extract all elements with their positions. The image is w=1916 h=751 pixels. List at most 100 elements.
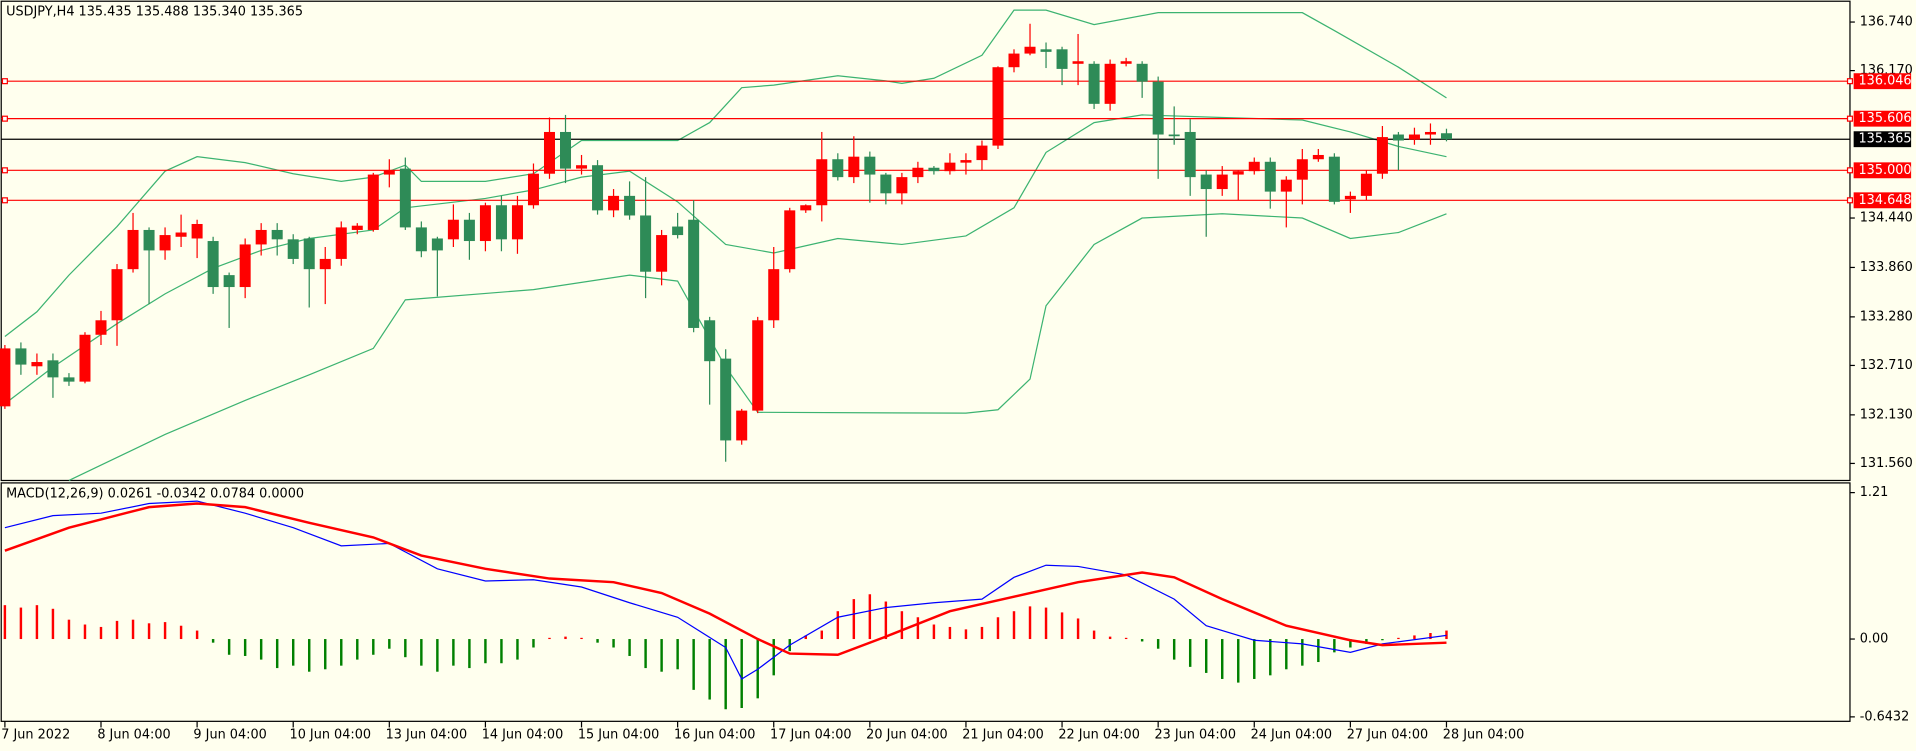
y-tick-label: 136.740 bbox=[1860, 15, 1913, 30]
candle-body bbox=[111, 269, 123, 321]
level-marker bbox=[1, 115, 8, 122]
candle-body bbox=[47, 360, 59, 378]
candle-body bbox=[191, 223, 203, 239]
x-tick-label: 13 Jun 04:00 bbox=[386, 727, 468, 742]
candle-body bbox=[1104, 63, 1116, 104]
x-tick-label: 9 Jun 04:00 bbox=[193, 727, 266, 742]
candle-body bbox=[335, 227, 347, 259]
level-marker bbox=[1846, 78, 1854, 85]
level-label: 135.606 bbox=[1859, 111, 1912, 126]
candle-body bbox=[928, 167, 940, 172]
candle-body bbox=[287, 239, 299, 259]
macd-panel bbox=[0, 482, 1851, 722]
candle-body bbox=[367, 174, 379, 230]
x-tick-label: 23 Jun 04:00 bbox=[1154, 727, 1236, 742]
candle-body bbox=[944, 162, 956, 172]
candle-body bbox=[1040, 49, 1052, 52]
y-tick-label: 0.00 bbox=[1860, 632, 1889, 647]
candle-body bbox=[1408, 134, 1420, 140]
y-tick-label: 1.21 bbox=[1860, 485, 1889, 500]
band-line bbox=[68, 213, 1447, 482]
candle-body bbox=[543, 131, 555, 174]
candle-body bbox=[848, 156, 860, 178]
candle-body bbox=[560, 131, 572, 169]
candle-body bbox=[768, 269, 780, 321]
level-label-bg bbox=[1853, 192, 1912, 209]
candle-body bbox=[736, 410, 748, 441]
candle-body bbox=[0, 348, 11, 407]
level-marker bbox=[1, 197, 8, 204]
candle-body bbox=[912, 167, 924, 178]
y-tick-label: 132.710 bbox=[1860, 358, 1913, 373]
candle-body bbox=[351, 225, 363, 230]
candle-body bbox=[1376, 137, 1388, 174]
candle-body bbox=[1008, 53, 1020, 68]
candle-body bbox=[143, 229, 155, 251]
candle-body bbox=[463, 219, 475, 242]
candle-body bbox=[1072, 61, 1084, 64]
candle-body bbox=[1312, 154, 1324, 160]
x-tick-label: 20 Jun 04:00 bbox=[866, 727, 948, 742]
candle-body bbox=[1136, 63, 1148, 82]
candle-body bbox=[415, 227, 427, 252]
x-tick-label: 15 Jun 04:00 bbox=[578, 727, 660, 742]
candle-body bbox=[1392, 134, 1404, 141]
candle-body bbox=[800, 205, 812, 211]
x-tick-label: 27 Jun 04:00 bbox=[1347, 727, 1429, 742]
candle-body bbox=[319, 258, 331, 270]
candle-body bbox=[1184, 131, 1196, 178]
level-marker bbox=[1846, 115, 1854, 122]
level-label: 135.365 bbox=[1859, 132, 1912, 147]
candle-body bbox=[704, 320, 716, 362]
candle-body bbox=[1296, 159, 1308, 180]
candle-body bbox=[399, 168, 411, 228]
candle-body bbox=[592, 165, 604, 211]
candle-body bbox=[63, 377, 75, 382]
candle-body bbox=[1328, 156, 1340, 202]
level-label: 134.648 bbox=[1859, 193, 1912, 208]
candle-body bbox=[896, 177, 908, 194]
level-label: 135.000 bbox=[1859, 163, 1912, 178]
candle-body bbox=[832, 159, 844, 178]
candle-body bbox=[271, 229, 283, 240]
level-label-bg bbox=[1853, 162, 1912, 179]
candle-body bbox=[255, 229, 267, 245]
level-label: 136.046 bbox=[1859, 74, 1912, 89]
candle-body bbox=[1168, 134, 1180, 137]
chart-title: USDJPY,H4 135.435 135.488 135.340 135.36… bbox=[6, 5, 303, 20]
candle-body bbox=[479, 205, 491, 242]
macd-title: MACD(12,26,9) 0.0261 -0.0342 0.0784 0.00… bbox=[6, 486, 304, 501]
x-tick-label: 16 Jun 04:00 bbox=[674, 727, 756, 742]
macd-line bbox=[4, 502, 1447, 656]
candle-body bbox=[1280, 179, 1292, 192]
y-tick-label: 131.560 bbox=[1860, 456, 1913, 471]
candle-body bbox=[1440, 133, 1452, 140]
candle-body bbox=[656, 235, 668, 272]
candle-body bbox=[495, 205, 507, 240]
candle-body bbox=[992, 67, 1004, 146]
band-line bbox=[4, 114, 1447, 405]
candle-body bbox=[1152, 81, 1164, 135]
candle-body bbox=[624, 195, 636, 216]
candle-body bbox=[1360, 173, 1372, 196]
candle-body bbox=[976, 145, 988, 161]
candle-body bbox=[576, 165, 588, 169]
candle-body bbox=[79, 334, 91, 382]
x-tick-label: 10 Jun 04:00 bbox=[290, 727, 372, 742]
candle-body bbox=[864, 156, 876, 175]
candle-body bbox=[1344, 195, 1356, 200]
y-tick-label: 133.860 bbox=[1860, 260, 1913, 275]
level-marker bbox=[1846, 197, 1854, 204]
candle-body bbox=[672, 226, 684, 236]
candle-body bbox=[223, 275, 235, 288]
candle-body bbox=[383, 170, 395, 175]
x-tick-label: 22 Jun 04:00 bbox=[1058, 727, 1140, 742]
candle-body bbox=[207, 241, 219, 288]
candle-body bbox=[15, 348, 27, 365]
candle-body bbox=[880, 174, 892, 194]
macd-line bbox=[4, 500, 1447, 680]
level-label-bg bbox=[1853, 110, 1912, 127]
candle-body bbox=[784, 210, 796, 270]
